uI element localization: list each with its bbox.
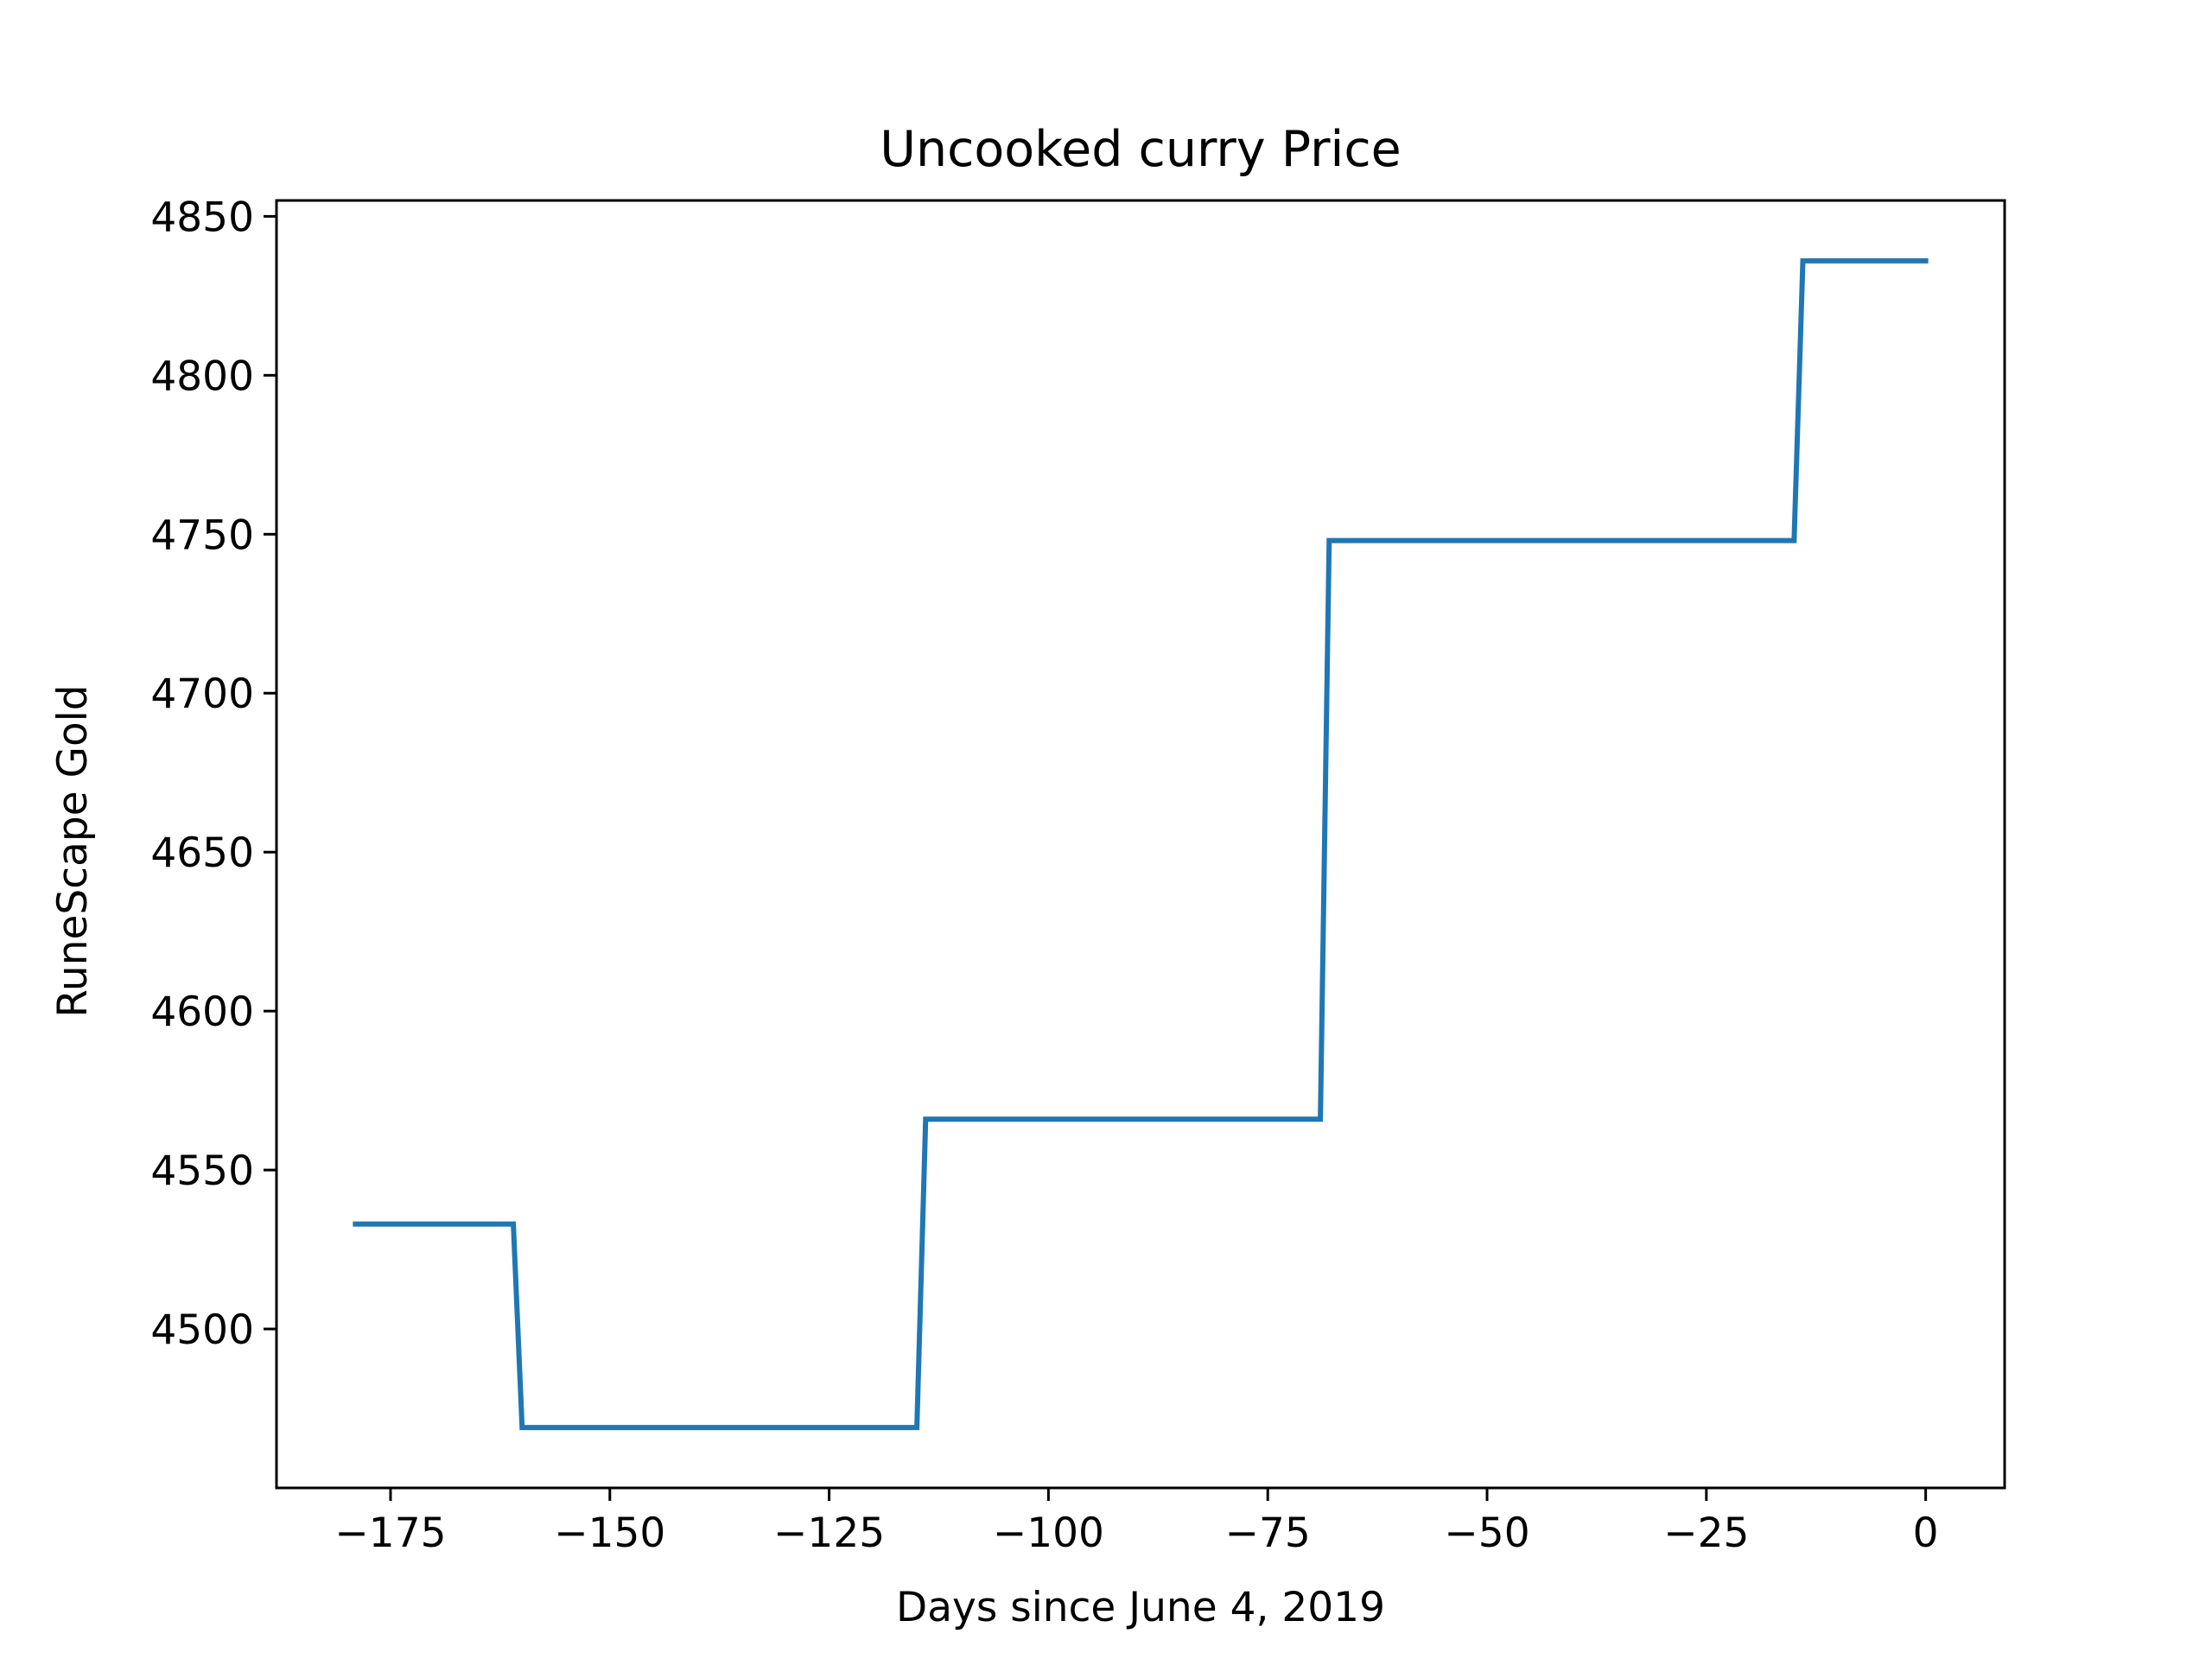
y-tick-label: 4700 <box>150 671 254 718</box>
x-tick-label: −125 <box>773 1510 885 1557</box>
y-tick-label: 4500 <box>150 1306 254 1354</box>
x-tick-label: 0 <box>1913 1510 1939 1557</box>
y-tick-label: 4800 <box>150 353 254 400</box>
y-tick-label: 4750 <box>150 512 254 559</box>
x-tick-label: −150 <box>554 1510 665 1557</box>
x-tick-label: −175 <box>334 1510 446 1557</box>
plot-area: −175 −150 −125 −100 −75 −50 −25 0 4500 4550 4600 46… <box>150 194 2006 1557</box>
chart-title: Uncooked curry Price <box>880 121 1402 178</box>
series-line-0 <box>353 257 1929 1431</box>
x-axis-title: Days since June 4, 2019 <box>896 1584 1385 1631</box>
x-tick-label: −75 <box>1225 1510 1311 1557</box>
y-tick-label: 4550 <box>150 1147 254 1195</box>
y-tick-label: 4850 <box>150 194 254 241</box>
y-axis-title: RuneScape Gold <box>49 684 97 1017</box>
y-tick-label: 4600 <box>150 988 254 1036</box>
x-tick-label: −50 <box>1444 1510 1529 1557</box>
y-tick-label: 4650 <box>150 830 254 877</box>
x-tick-label: −25 <box>1663 1510 1749 1557</box>
x-tick-label: −100 <box>993 1510 1104 1557</box>
plot-frame <box>275 199 2006 1490</box>
